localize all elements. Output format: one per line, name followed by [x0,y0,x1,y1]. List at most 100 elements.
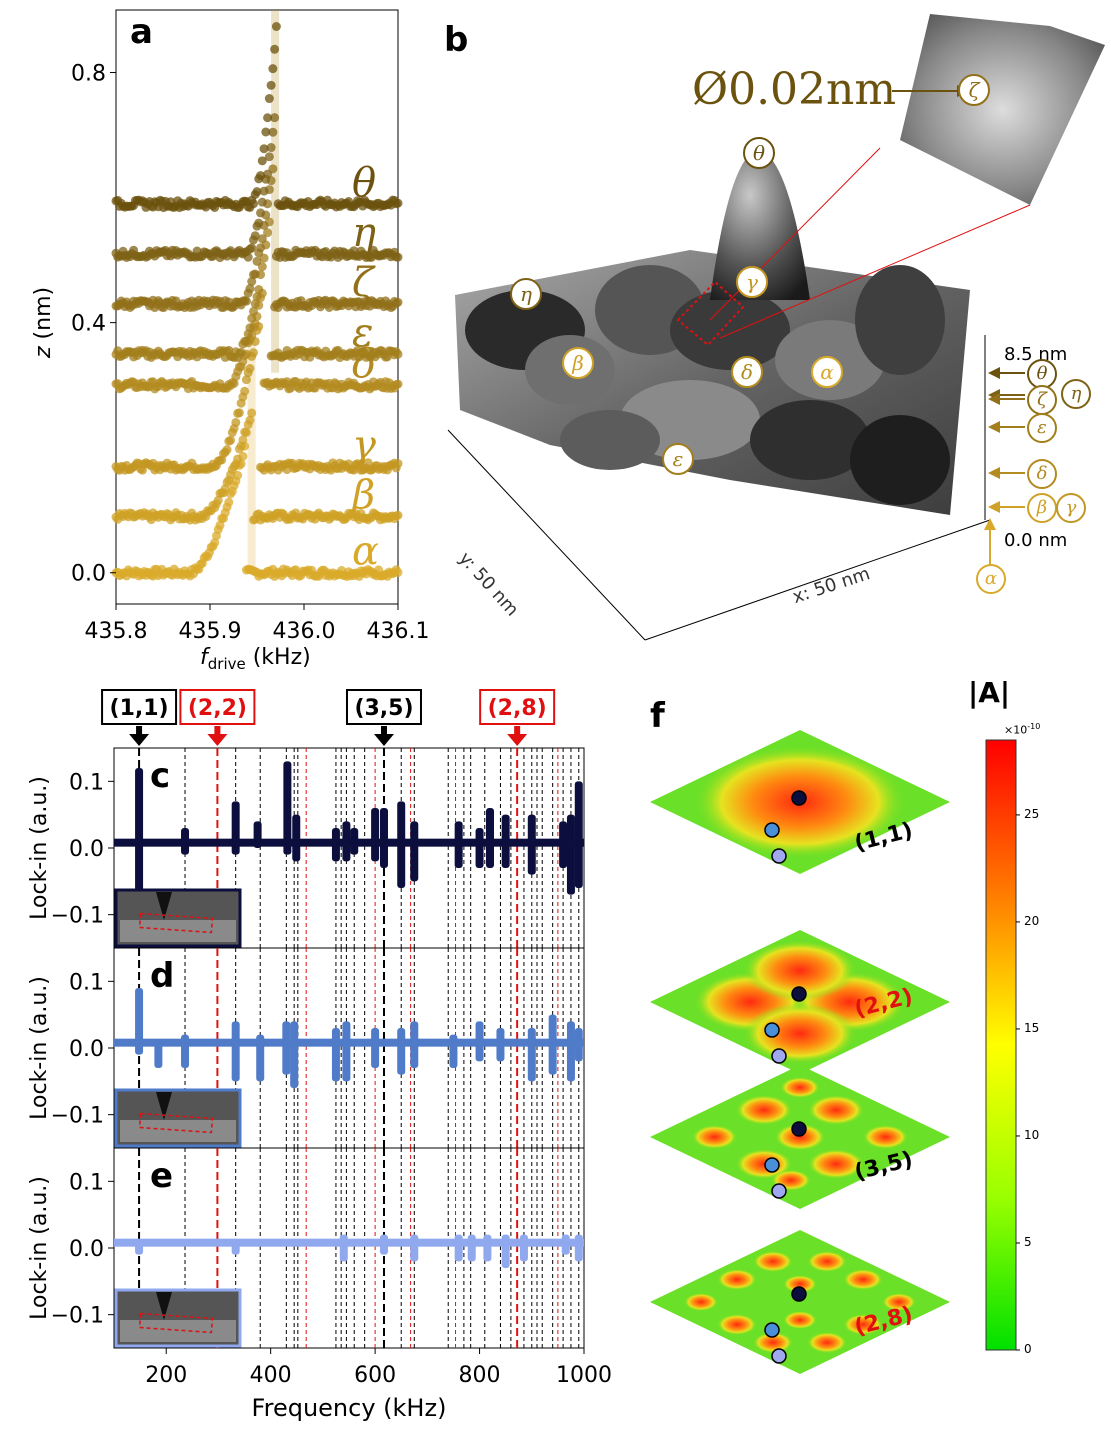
series-label-ε: ε [352,310,373,356]
y-axis-label: z (nm) [31,287,56,359]
y-tick-label: 0.1 [69,770,104,795]
data-point [263,113,273,123]
x-tick-label: 1000 [556,1363,612,1388]
series-label-α: α [352,529,379,575]
panel-label-e: e [150,1156,174,1196]
diameter-label: Ø0.02nm [692,64,897,115]
data-point [393,510,403,520]
amplitude-hotspot [753,1332,793,1353]
scan-region [138,1112,214,1134]
sensor-dot-navy [791,986,807,1002]
resonance-peak [135,988,144,1055]
resonance-peak [475,828,484,868]
panel-b-surface [447,14,1105,641]
series-label-θ: θ [352,160,376,206]
resonance-peak [574,1028,583,1062]
zoom-region [676,280,745,347]
data-point [264,152,274,162]
amplitude-hotspot [808,1095,864,1125]
mode-arrow-shaft [136,726,143,736]
data-point [233,454,243,464]
data-point [247,277,257,287]
data-point [215,520,225,530]
height-arrowhead [988,467,1000,479]
data-point [254,218,264,228]
tip-icon [156,1292,172,1320]
series-c [114,761,584,915]
resonance-peak [527,1028,536,1082]
data-point [231,417,241,427]
mode-shape-map [650,930,950,1074]
sensor-dot-navy [791,1121,807,1137]
data-point [236,347,246,357]
amplitude-hotspot [882,1293,916,1311]
data-point [271,21,281,31]
resonance-peak [559,821,568,868]
inset-surface [900,14,1105,205]
data-point [363,458,373,468]
y-axis-label: Lock-in (a.u.) [27,976,52,1120]
x-tick-label: 436.1 [367,619,430,644]
resonance-peak [454,1234,463,1262]
data-point [245,415,255,425]
mode-arrow-head [207,734,228,746]
resonance-peak [486,808,494,868]
data-point [248,348,258,358]
resonance-peak [467,1234,476,1262]
resonance-peak [282,1021,291,1075]
resonance-peak [331,1028,340,1082]
colorbar [985,739,1017,1351]
data-point [266,143,276,153]
amplitude-hotspot [843,1314,883,1335]
data-point [222,445,232,455]
resonance-peak [561,1234,570,1255]
z-top-label: 8.5 nm [1004,344,1068,365]
data-point [210,538,220,548]
resonance-peak [231,1241,240,1255]
amplitude-hotspot [807,1332,847,1353]
y-axis-label: Lock-in (a.u.) [27,776,52,920]
data-point [248,199,258,209]
resonance-peak [501,814,510,868]
amplitude-hotspot [808,1149,864,1179]
data-point [250,299,260,309]
resonance-peak [483,1234,492,1262]
resonance-peak [449,1034,458,1068]
data-point [248,306,258,316]
resonance-peak [397,1028,406,1075]
series-γ [111,321,403,475]
data-point [250,269,260,279]
resonance-peak [410,1021,419,1068]
data-point [247,243,257,253]
data-point [257,234,267,244]
data-point [263,228,273,238]
x-tick-label: 436.0 [273,619,336,644]
data-point [224,497,234,507]
data-point [241,296,251,306]
colorbar-tick-label: 15 [1024,1020,1040,1035]
resonance-peak [527,814,536,875]
x-tick-label: 435.9 [179,619,242,644]
resonance-peak [574,1234,583,1262]
mode-tag: (2,2) [188,696,247,721]
mode-shape-map [650,730,950,874]
mode-surface [650,1230,950,1374]
sensor-dot-lightblue [771,1183,787,1199]
data-point [270,113,280,123]
height-arrowhead [988,501,1000,513]
y-tick-label: 0.0 [69,837,104,862]
resonance-peak [290,1021,299,1088]
x-tick-label: 400 [250,1363,292,1388]
y-tick-label: 0.0 [69,1037,104,1062]
series-e [114,1234,584,1268]
sensor-dot-blue [764,1157,780,1173]
mode-arrow-shaft [380,726,387,736]
jump-band [271,10,280,373]
mode-arrow-shaft [214,726,221,736]
panel-label-d: d [150,956,175,996]
height-marker: γ [1056,493,1086,523]
surface-marker: ζ [958,74,990,106]
height-marker: α [976,564,1006,594]
height-marker: θ [1027,359,1057,389]
data-point [256,243,266,253]
